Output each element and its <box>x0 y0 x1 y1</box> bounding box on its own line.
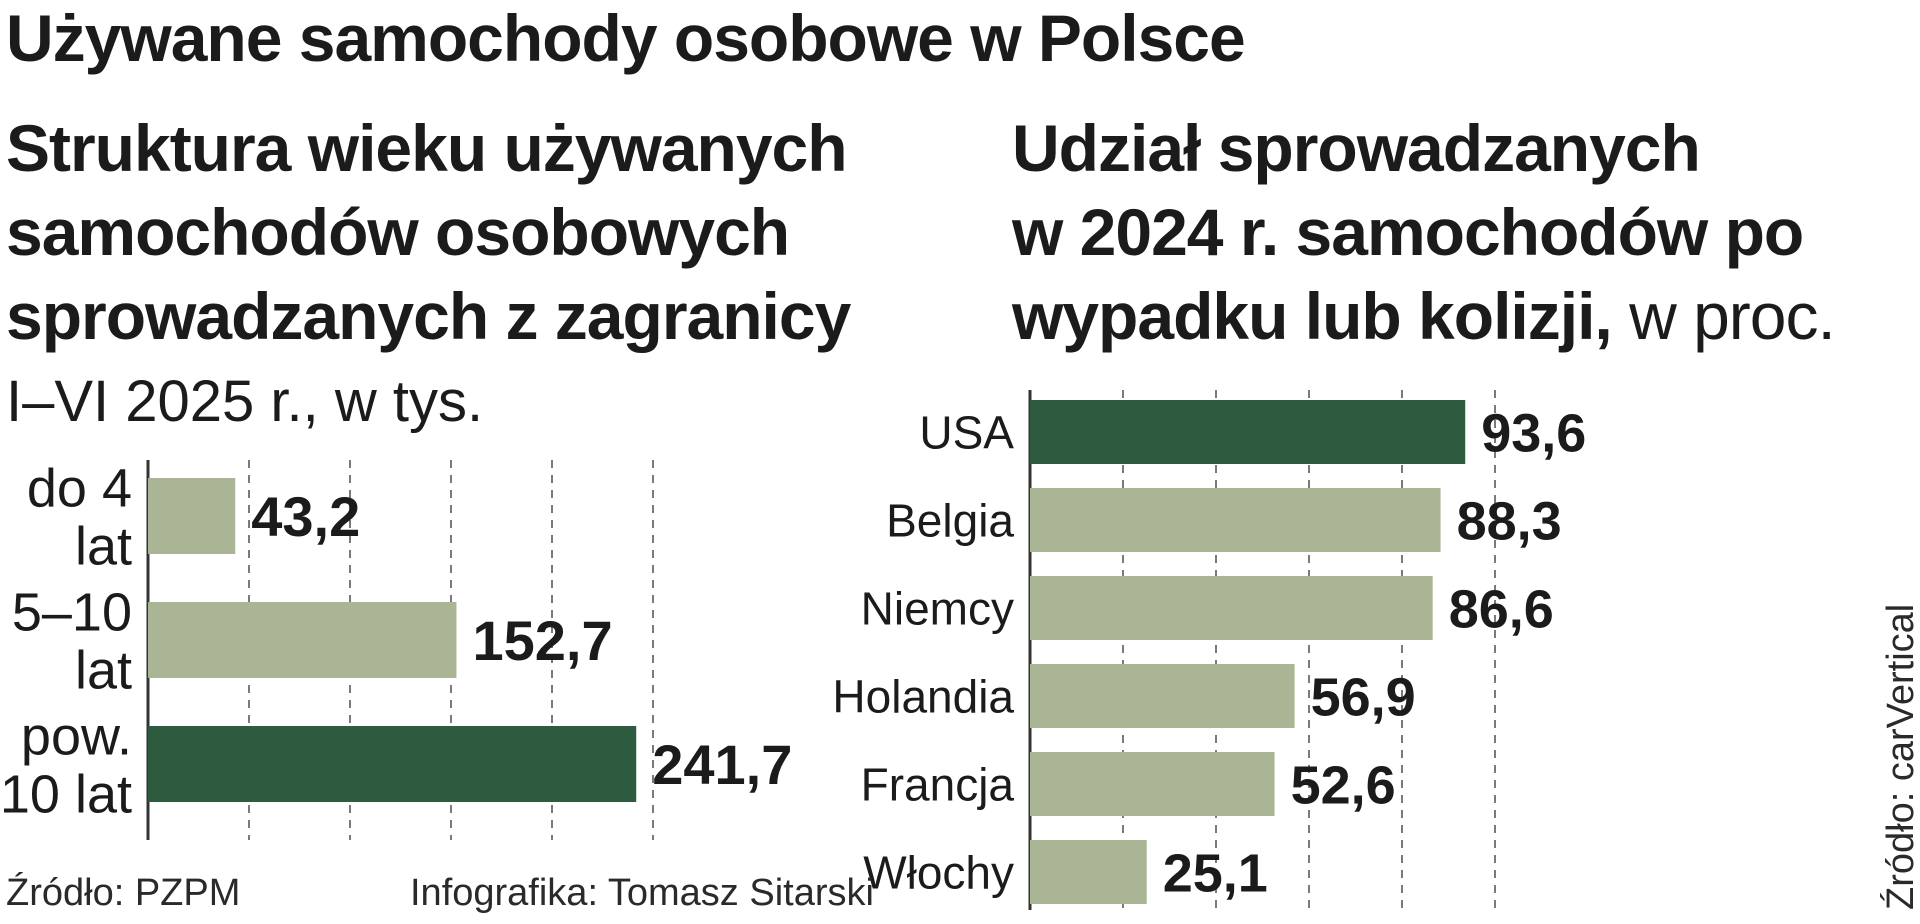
right-title-unit: w proc. <box>1611 279 1836 353</box>
left-title-line-3: sprowadzanych z zagranicy <box>6 279 851 353</box>
main-title: Używane samochody osobowe w Polsce <box>6 1 1246 75</box>
accident-value-label: 93,6 <box>1481 403 1586 463</box>
left-panel-title: Struktura wieku używanych samochodów oso… <box>6 106 851 358</box>
accident-category-label: Włochy <box>863 847 1014 899</box>
left-title-line-1: Struktura wieku używanych <box>6 111 848 185</box>
age-structure-chart: do 4 lat 43,2 5–10 lat 152,7 pow. 10 lat 241,7 <box>0 458 792 840</box>
accident-value-label: 88,3 <box>1457 491 1562 551</box>
age-value-label: 241,7 <box>652 733 792 796</box>
accident-category-label: USA <box>919 407 1014 459</box>
age-bar <box>148 602 457 678</box>
age-value-label: 43,2 <box>251 485 360 548</box>
left-panel-subtitle: I–VI 2025 r., w tys. <box>6 369 484 434</box>
accident-bar <box>1030 840 1147 904</box>
right-title-line-3-text: wypadku lub kolizji, <box>1012 279 1613 353</box>
accident-value-label: 52,6 <box>1291 755 1396 815</box>
accident-value-label: 25,1 <box>1163 843 1268 903</box>
accident-category-label: Niemcy <box>861 583 1014 635</box>
accident-category-label: Holandia <box>832 671 1014 723</box>
accident-bar <box>1030 576 1433 640</box>
right-title-line-1: Udział sprowadzanych <box>1012 111 1701 185</box>
accident-bar <box>1030 488 1441 552</box>
left-title-line-2: samochodów osobowych <box>6 195 790 269</box>
accident-value-label: 86,6 <box>1449 579 1554 639</box>
accident-bar <box>1030 400 1466 464</box>
accident-share-chart: USA 93,6 Belgia 88,3 Niemcy 86,6 Holandia 56,9 F… <box>832 390 1586 910</box>
source-left: Źródło: PZPM <box>6 872 241 914</box>
accident-value-label: 56,9 <box>1311 667 1416 727</box>
accident-category-label: Belgia <box>886 495 1014 547</box>
right-title-line-3: wypadku lub kolizji, w proc. <box>1012 274 1836 358</box>
age-category-label: 5–10 lat <box>12 582 132 700</box>
accident-category-label: Francja <box>861 759 1015 811</box>
infographic-credit: Infografika: Tomasz Sitarski <box>410 872 874 914</box>
age-category-label: pow. 10 lat <box>0 706 132 824</box>
accident-bar <box>1030 664 1295 728</box>
age-category-label: do 4 lat <box>27 458 132 576</box>
accident-bar <box>1030 752 1275 816</box>
source-right: Źródło: carVertical <box>1880 603 1920 910</box>
right-title-line-2: w 2024 r. samochodów po <box>1012 195 1804 269</box>
age-bar <box>148 726 637 802</box>
right-panel-title: Udział sprowadzanych w 2024 r. samochodó… <box>1012 106 1836 358</box>
age-value-label: 152,7 <box>472 609 612 672</box>
age-bar <box>148 478 236 554</box>
